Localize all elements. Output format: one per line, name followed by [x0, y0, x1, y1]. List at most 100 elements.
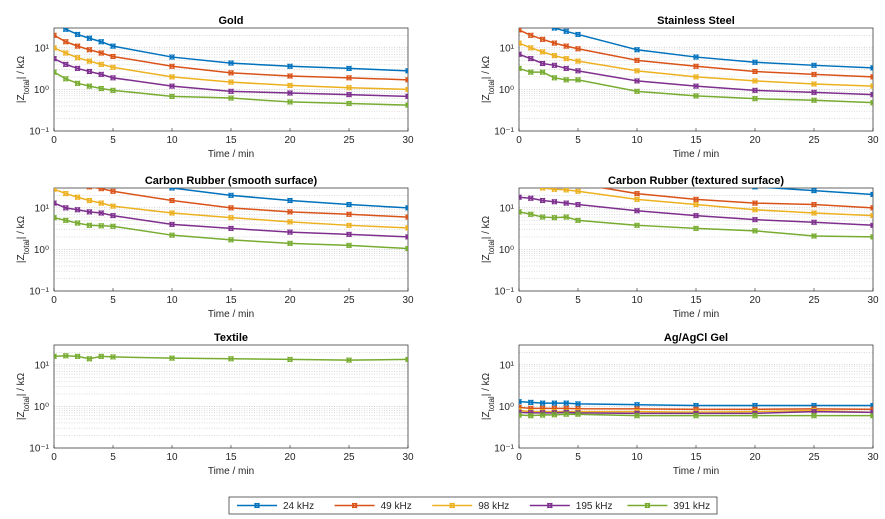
marker-cross — [110, 64, 116, 71]
marker-cross — [563, 214, 570, 220]
data-point — [346, 65, 352, 72]
marker-cross — [563, 43, 570, 49]
marker-box — [528, 56, 534, 62]
data-point — [575, 31, 581, 38]
data-point — [86, 209, 93, 215]
marker-box — [540, 214, 546, 220]
marker-cross — [575, 411, 581, 418]
marker-cross — [74, 31, 81, 38]
marker-box — [228, 225, 234, 231]
data-point — [287, 63, 293, 70]
marker-box — [63, 76, 69, 82]
marker-box — [98, 223, 104, 229]
x-tick-label: 0 — [51, 135, 57, 146]
series-line — [598, 188, 873, 209]
marker-cross — [540, 176, 545, 181]
data-point — [63, 169, 68, 174]
x-tick-label: 15 — [225, 295, 237, 306]
marker-cross — [551, 411, 558, 418]
marker-box — [528, 405, 534, 411]
marker-cross — [693, 93, 699, 99]
marker-box — [54, 45, 57, 51]
marker-box — [346, 357, 352, 363]
x-tick-label: 25 — [343, 452, 355, 463]
marker-cross — [86, 188, 93, 190]
marker-cross — [54, 214, 57, 221]
data-point — [287, 356, 293, 363]
marker-box — [63, 217, 69, 223]
data-point — [552, 169, 557, 174]
data-point — [540, 168, 545, 173]
marker-box — [54, 353, 57, 359]
data-point — [519, 65, 522, 72]
data-point — [811, 219, 817, 226]
data-point — [752, 78, 758, 84]
marker-cross — [169, 355, 175, 361]
x-axis-label: Time / min — [673, 149, 719, 160]
data-point — [74, 43, 81, 49]
marker-cross — [519, 398, 522, 405]
data-point — [287, 240, 293, 247]
y-tick-label: 10⁰ — [499, 85, 514, 96]
data-point — [405, 356, 408, 363]
data-point — [75, 188, 80, 189]
marker-cross — [870, 204, 873, 211]
marker-box — [693, 83, 699, 89]
data-point — [74, 80, 81, 87]
marker-box — [54, 32, 57, 38]
marker-cross — [539, 412, 546, 418]
marker-cross — [346, 357, 352, 363]
marker-box — [287, 73, 293, 79]
data-point — [519, 28, 522, 33]
data-point — [752, 200, 758, 206]
marker-cross — [169, 232, 175, 239]
marker-cross — [539, 60, 546, 67]
data-point — [110, 43, 116, 49]
data-point — [870, 412, 873, 419]
data-point — [752, 68, 758, 75]
marker-box — [110, 188, 116, 194]
y-axis-label: |Ztotal| / kΩ — [16, 372, 31, 420]
marker-box — [693, 413, 699, 419]
data-point — [54, 200, 57, 206]
data-point — [575, 217, 581, 224]
marker-box — [75, 65, 81, 71]
x-tick-label: 30 — [402, 135, 414, 146]
marker-box — [405, 102, 408, 108]
data-point — [405, 93, 408, 100]
marker-box — [517, 181, 521, 185]
marker-cross — [870, 99, 873, 106]
series-line — [761, 188, 873, 196]
plot-frame — [53, 187, 409, 292]
marker-box — [870, 409, 873, 415]
data-point — [86, 197, 93, 204]
marker-box — [228, 237, 234, 243]
y-tick-label: 10⁻¹ — [29, 127, 49, 138]
x-tick-label: 20 — [749, 295, 761, 306]
marker-cross — [539, 36, 546, 43]
marker-box — [169, 188, 175, 191]
y-tick-label: 10⁰ — [34, 245, 49, 256]
data-point — [519, 412, 522, 418]
data-point — [346, 84, 352, 91]
data-point — [870, 83, 873, 89]
marker-cross — [74, 54, 81, 61]
y-axis-label: |Ztotal| / kΩ — [16, 215, 31, 263]
data-point — [98, 188, 105, 192]
marker-cross — [870, 212, 873, 219]
data-point — [634, 207, 640, 214]
marker-box — [86, 58, 92, 64]
marker-box — [98, 39, 104, 45]
data-point — [527, 399, 534, 406]
marker-box — [287, 229, 293, 235]
marker-box — [693, 225, 699, 231]
plot-content — [517, 168, 873, 240]
marker-box — [693, 54, 699, 60]
marker-box — [54, 215, 57, 221]
legend-label: 24 kHz — [283, 501, 314, 512]
data-point — [811, 89, 817, 96]
y-axis-label-part: | / kΩ — [481, 372, 492, 396]
chart-title: Stainless Steel — [657, 15, 735, 27]
plot-frame — [518, 344, 874, 449]
y-axis-label-part: |Z — [16, 94, 27, 103]
